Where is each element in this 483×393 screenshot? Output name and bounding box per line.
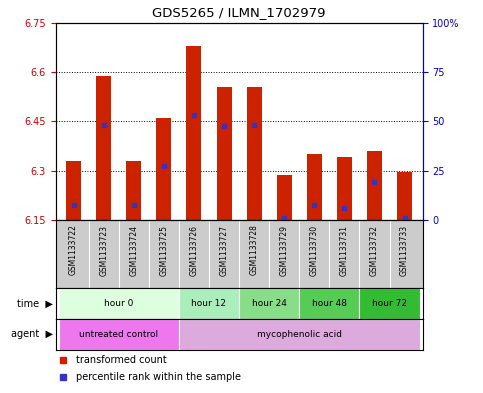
Bar xyxy=(179,319,420,350)
Bar xyxy=(359,288,420,319)
Bar xyxy=(179,288,239,319)
Bar xyxy=(58,288,179,319)
Text: hour 24: hour 24 xyxy=(252,299,286,308)
Text: agent  ▶: agent ▶ xyxy=(11,329,53,340)
Text: percentile rank within the sample: percentile rank within the sample xyxy=(76,372,241,382)
Bar xyxy=(216,87,231,220)
Text: GSM1133732: GSM1133732 xyxy=(370,224,379,275)
Bar xyxy=(239,288,299,319)
Bar xyxy=(96,75,111,220)
Text: GSM1133723: GSM1133723 xyxy=(99,224,108,275)
Text: hour 12: hour 12 xyxy=(191,299,227,308)
Text: GSM1133724: GSM1133724 xyxy=(129,224,138,275)
Bar xyxy=(58,319,179,350)
Text: GSM1133726: GSM1133726 xyxy=(189,224,199,275)
Text: GSM1133722: GSM1133722 xyxy=(69,224,78,275)
Text: time  ▶: time ▶ xyxy=(17,299,53,309)
Text: GSM1133728: GSM1133728 xyxy=(250,224,258,275)
Text: hour 48: hour 48 xyxy=(312,299,347,308)
Text: hour 72: hour 72 xyxy=(372,299,407,308)
Bar xyxy=(337,158,352,220)
Bar xyxy=(156,118,171,220)
Text: untreated control: untreated control xyxy=(79,330,158,339)
Text: GSM1133725: GSM1133725 xyxy=(159,224,169,275)
Title: GDS5265 / ILMN_1702979: GDS5265 / ILMN_1702979 xyxy=(152,6,326,19)
Bar xyxy=(367,151,382,220)
Bar xyxy=(299,288,359,319)
Text: GSM1133729: GSM1133729 xyxy=(280,224,289,275)
Text: GSM1133730: GSM1133730 xyxy=(310,224,319,275)
Bar xyxy=(307,154,322,220)
Bar xyxy=(277,176,292,220)
Bar xyxy=(186,46,201,220)
Bar xyxy=(397,172,412,220)
Text: hour 0: hour 0 xyxy=(104,299,133,308)
Text: mycophenolic acid: mycophenolic acid xyxy=(257,330,342,339)
Text: transformed count: transformed count xyxy=(76,355,167,365)
Bar xyxy=(247,87,262,220)
Bar xyxy=(66,161,81,220)
Text: GSM1133733: GSM1133733 xyxy=(400,224,409,275)
Text: GSM1133727: GSM1133727 xyxy=(220,224,228,275)
Bar xyxy=(126,161,142,220)
Text: GSM1133731: GSM1133731 xyxy=(340,224,349,275)
